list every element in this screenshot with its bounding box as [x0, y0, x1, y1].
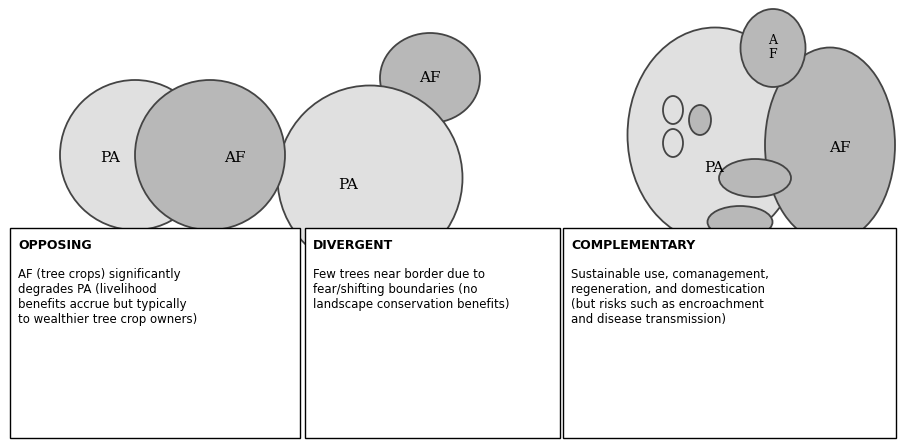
Text: A
F: A F [768, 35, 777, 62]
Text: DIVERGENT: DIVERGENT [313, 239, 393, 253]
Ellipse shape [719, 159, 791, 197]
Text: PA: PA [338, 178, 358, 192]
Text: Sustainable use, comanagement,
regeneration, and domestication
(but risks such a: Sustainable use, comanagement, regenerat… [571, 268, 769, 326]
Ellipse shape [663, 96, 683, 124]
Ellipse shape [663, 129, 683, 157]
Ellipse shape [277, 86, 462, 270]
Text: AF: AF [419, 71, 440, 85]
Text: PA: PA [100, 151, 120, 165]
Text: PA: PA [704, 161, 724, 175]
Text: AF: AF [225, 151, 246, 165]
Text: COMPLEMENTARY: COMPLEMENTARY [571, 239, 695, 253]
FancyBboxPatch shape [305, 228, 560, 438]
Text: Few trees near border due to
fear/shifting boundaries (no
landscape conservation: Few trees near border due to fear/shifti… [313, 268, 509, 311]
Ellipse shape [740, 9, 805, 87]
Ellipse shape [135, 80, 285, 230]
Ellipse shape [60, 80, 210, 230]
Text: AF (tree crops) significantly
degrades PA (livelihood
benefits accrue but typica: AF (tree crops) significantly degrades P… [18, 268, 198, 326]
FancyBboxPatch shape [10, 228, 300, 438]
Text: OPPOSING: OPPOSING [18, 239, 92, 253]
Ellipse shape [628, 28, 803, 242]
Ellipse shape [765, 48, 895, 242]
FancyBboxPatch shape [563, 228, 896, 438]
Ellipse shape [708, 206, 773, 238]
Text: AF: AF [829, 141, 851, 155]
Ellipse shape [689, 105, 711, 135]
Ellipse shape [380, 33, 480, 123]
